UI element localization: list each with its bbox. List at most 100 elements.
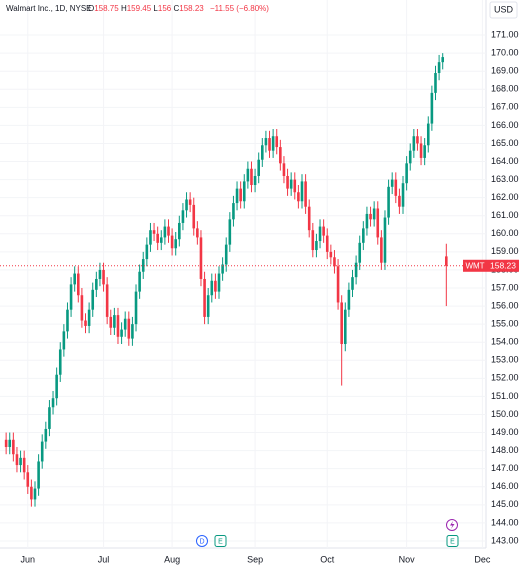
y-tick-label: 143.00	[491, 535, 519, 545]
ohlc-letter: C	[173, 4, 179, 13]
candle-body	[401, 183, 405, 207]
candle-body	[232, 203, 235, 220]
event-earnings[interactable]: E	[446, 535, 459, 547]
y-tick-label: 152.00	[491, 373, 519, 383]
candle-body	[159, 237, 163, 243]
candle-body	[235, 188, 239, 204]
y-tick-label: 154.00	[491, 337, 519, 347]
candle-body	[224, 244, 228, 265]
x-tick-label: Jul	[98, 554, 110, 564]
candle-body	[192, 204, 196, 229]
event-label: E	[450, 538, 455, 545]
candle-body	[98, 269, 102, 279]
event-dividend[interactable]: D	[196, 535, 208, 547]
candle-body	[261, 145, 264, 160]
y-tick-label: 167.00	[491, 102, 519, 112]
change: −11.55 (−6.80%)	[210, 4, 269, 13]
candle-body	[217, 273, 221, 292]
ohlc-value: 158.75	[94, 4, 119, 13]
candle-body	[4, 439, 8, 448]
y-tick-label: 147.00	[491, 463, 519, 473]
candle-body	[196, 228, 199, 238]
currency: USD	[494, 4, 514, 14]
candle-body	[289, 179, 293, 189]
candle-body	[387, 186, 390, 218]
candle-body	[58, 349, 62, 375]
candle-body	[40, 441, 44, 462]
candle-body	[131, 324, 134, 339]
event-split[interactable]	[446, 519, 458, 531]
ohlc-value: 158.23	[179, 4, 204, 13]
candle-body	[181, 210, 185, 223]
y-tick-label: 151.00	[491, 391, 519, 401]
candle-body	[185, 199, 188, 211]
last-price-label: 158.23	[490, 261, 516, 271]
candle-body	[199, 237, 203, 279]
currency-box[interactable]	[489, 1, 518, 19]
y-tick-label: 155.00	[491, 319, 519, 329]
event-label: D	[199, 538, 204, 545]
y-tick-label: 144.00	[491, 517, 519, 527]
event-earnings[interactable]: E	[214, 535, 227, 547]
ohlc-value: 156	[158, 4, 172, 13]
candle-body	[416, 136, 419, 144]
y-tick-label: 163.00	[491, 174, 519, 184]
candle-body	[358, 242, 362, 263]
candle-body	[412, 136, 416, 151]
candle-body	[84, 320, 87, 326]
candle-body	[275, 136, 279, 148]
candle-body	[109, 316, 113, 328]
candle-body	[228, 219, 232, 245]
y-tick-label: 150.00	[491, 409, 519, 419]
candle-body	[315, 241, 318, 251]
candle-body	[105, 284, 109, 317]
candle-body	[239, 188, 242, 202]
candle-body	[116, 315, 120, 337]
symbol-label: WMT	[465, 261, 484, 270]
candle-body	[340, 302, 343, 345]
candle-body	[365, 213, 369, 229]
candles	[0, 53, 486, 507]
candle-body	[26, 472, 30, 487]
candle-body	[426, 123, 430, 146]
candle-body	[347, 289, 351, 310]
candle-body	[113, 315, 116, 328]
candle-body	[123, 318, 127, 330]
candle-body	[430, 92, 434, 124]
candle-body	[76, 273, 80, 296]
candle-body	[405, 163, 408, 184]
y-tick-label: 161.00	[491, 210, 519, 220]
x-tick-label: Jun	[21, 554, 36, 564]
y-tick-label: 169.00	[491, 66, 519, 76]
candle-body	[333, 257, 336, 267]
candle-body	[423, 145, 426, 158]
y-tick-label: 170.00	[491, 47, 519, 57]
candle-body	[8, 439, 12, 448]
candle-body	[145, 244, 149, 260]
candle-body	[87, 309, 91, 326]
y-tick-label: 153.00	[491, 355, 519, 365]
candle-body	[55, 374, 58, 399]
candle-body	[437, 62, 441, 73]
ohlc-readout: O158.75 H159.45 L156 C158.23 −11.55 (−6.…	[88, 4, 269, 13]
candle-body	[419, 143, 423, 158]
chart-title: Walmart Inc., 1D, NYSE	[6, 4, 92, 13]
candle-body	[19, 457, 22, 466]
candle-body	[257, 159, 260, 176]
y-tick-label: 146.00	[491, 481, 519, 491]
candle-body	[279, 147, 282, 164]
candle-body	[390, 179, 394, 187]
labels: 143.00 144.00 145.00 146.00 147.00 148.00 149.…	[21, 29, 519, 564]
candle-body	[62, 331, 66, 350]
candle-body	[69, 284, 73, 310]
candle-body	[37, 461, 40, 489]
x-tick-label: Aug	[164, 554, 180, 564]
candle-body	[163, 226, 167, 238]
symbol-box	[463, 259, 487, 272]
candle-body	[12, 439, 15, 455]
candle-body	[51, 398, 55, 408]
candle-body	[120, 329, 123, 337]
y-tick-label: 166.00	[491, 120, 519, 130]
